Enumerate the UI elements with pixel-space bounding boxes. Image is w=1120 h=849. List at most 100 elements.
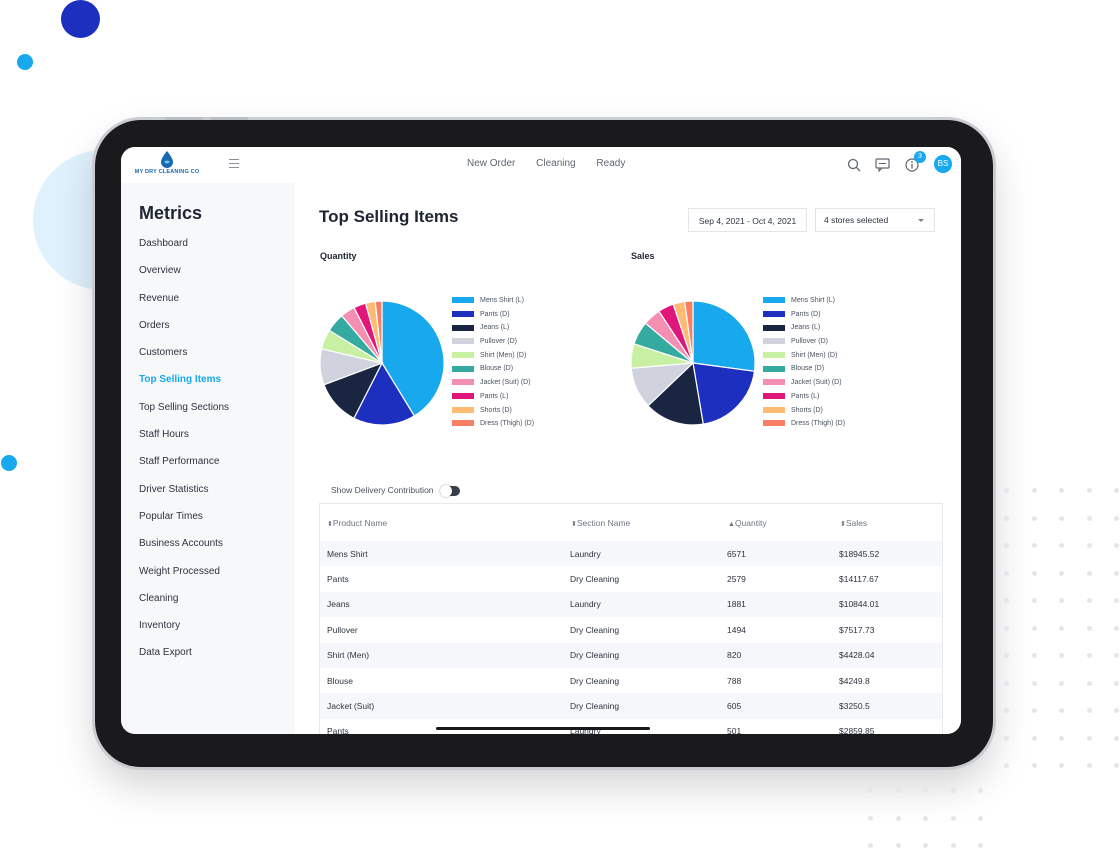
table-cell: 820 — [727, 650, 742, 661]
legend-item[interactable]: Pullover (D) — [763, 338, 845, 352]
grid-dot — [1031, 570, 1037, 576]
legend-label: Shirt (Men) (D) — [791, 351, 838, 359]
table-row[interactable]: Pants Laundry 501 $2859.85 — [320, 719, 942, 734]
menu-icon[interactable] — [229, 159, 239, 171]
sales-pie-chart — [630, 300, 756, 426]
pie-slice-pants-d[interactable] — [692, 362, 756, 425]
delivery-contribution-toggle[interactable] — [439, 484, 460, 497]
pie-slice-dress-thigh-d[interactable] — [683, 300, 694, 364]
legend-item[interactable]: Jacket (Suit) (D) — [452, 379, 534, 393]
header-sales[interactable]: ⬍Sales — [840, 517, 868, 528]
legend-item[interactable]: Dress (Thigh) (D) — [763, 420, 845, 434]
grid-dot — [1114, 708, 1119, 713]
sidebar-item-business-accounts[interactable]: Business Accounts — [139, 538, 223, 550]
page-title: Top Selling Items — [319, 207, 459, 226]
pie-slice-dress-thigh-d[interactable] — [374, 300, 383, 364]
legend-swatch — [452, 324, 474, 331]
pie-slice-jeans-l[interactable] — [647, 361, 704, 426]
info-icon[interactable] — [905, 158, 919, 172]
grid-dot — [1004, 598, 1009, 603]
sidebar-item-top-selling-sections[interactable]: Top Selling Sections — [139, 401, 230, 413]
sidebar-item-customers[interactable]: Customers — [139, 347, 188, 359]
legend-item[interactable]: Pants (D) — [452, 311, 534, 325]
sidebar-item-overview[interactable]: Overview — [139, 265, 181, 277]
grid-dot — [1059, 763, 1064, 768]
table-row[interactable]: Blouse Dry Cleaning 788 $4249.8 — [320, 668, 942, 693]
legend-item[interactable]: Jeans (L) — [763, 324, 845, 338]
table-cell: Pants — [327, 574, 349, 585]
table-cell: 2579 — [727, 574, 746, 585]
sidebar-item-revenue[interactable]: Revenue — [139, 292, 180, 304]
search-icon[interactable] — [847, 158, 861, 172]
pie-slice-mens-shirt-l[interactable] — [692, 300, 756, 372]
legend-item[interactable]: Blouse (D) — [452, 365, 534, 379]
legend-label: Jeans (L) — [480, 324, 510, 332]
pie-slice-mens-shirt-l[interactable] — [381, 300, 445, 417]
sidebar-item-driver-statistics[interactable]: Driver Statistics — [139, 483, 209, 495]
table-row[interactable]: Shirt (Men) Dry Cleaning 820 $4428.04 — [320, 642, 942, 668]
table-row[interactable]: Pants Dry Cleaning 2579 $14117.67 — [320, 566, 942, 591]
table-row[interactable]: Jeans Laundry 1881 $10844.01 — [320, 591, 942, 618]
legend-item[interactable]: Mens Shirt (L) — [763, 297, 845, 311]
legend-item[interactable]: Mens Shirt (L) — [452, 297, 534, 311]
legend-item[interactable]: Dress (Thigh) (D) — [452, 420, 534, 434]
nav-ready[interactable]: Ready — [596, 158, 626, 169]
header-product-name[interactable]: ⬍Product Name — [327, 517, 388, 528]
legend-item[interactable]: Jacket (Suit) (D) — [763, 379, 845, 393]
pie-slice-pants-d[interactable] — [353, 361, 416, 426]
sidebar-item-dashboard[interactable]: Dashboard — [139, 238, 188, 249]
sidebar-item-data-export[interactable]: Data Export — [139, 647, 192, 659]
store-select-value: 4 stores selected — [824, 215, 889, 225]
legend-item[interactable]: Shirt (Men) (D) — [763, 352, 845, 366]
legend-item[interactable]: Shorts (D) — [763, 407, 845, 421]
legend-swatch — [452, 365, 474, 372]
sidebar-item-top-selling-items[interactable]: Top Selling Items — [139, 374, 222, 386]
grid-dot — [1086, 680, 1092, 686]
top-items-table: ⬍Product Name ⬍Section Name ▲Quantity ⬍S… — [319, 503, 943, 734]
legend-item[interactable]: Pants (L) — [452, 393, 534, 407]
sidebar-item-staff-performance[interactable]: Staff Performance — [139, 456, 220, 468]
nav-new-order[interactable]: New Order — [467, 158, 516, 169]
legend-item[interactable]: Pullover (D) — [452, 338, 534, 352]
sidebar-item-orders[interactable]: Orders — [139, 319, 170, 331]
sort-asc-icon: ▲ — [728, 520, 735, 528]
legend-swatch — [763, 379, 785, 386]
legend-swatch — [452, 406, 474, 413]
sidebar-item-inventory[interactable]: Inventory — [139, 620, 181, 632]
sidebar-item-cleaning[interactable]: Cleaning — [139, 592, 179, 604]
legend-item[interactable]: Jeans (L) — [452, 324, 534, 338]
grid-dot — [1059, 653, 1064, 658]
legend-item[interactable]: Pants (D) — [763, 311, 845, 325]
table-row[interactable]: Jacket (Suit) Dry Cleaning 605 $3250.5 — [320, 693, 942, 719]
table-cell: Pants — [327, 726, 349, 734]
legend-item[interactable]: Shirt (Men) (D) — [452, 352, 534, 366]
sidebar-item-popular-times[interactable]: Popular Times — [139, 510, 203, 522]
legend-label: Mens Shirt (L) — [791, 297, 835, 304]
nav-cleaning[interactable]: Cleaning — [536, 158, 576, 169]
date-range-picker[interactable]: Sep 4, 2021 - Oct 4, 2021 — [688, 208, 807, 232]
grid-dot — [1086, 708, 1092, 713]
header-section-name[interactable]: ⬍Section Name — [571, 517, 631, 528]
grid-dot — [1086, 735, 1092, 741]
table-cell: 788 — [727, 675, 742, 686]
header-quantity[interactable]: ▲Quantity — [728, 517, 767, 528]
legend-item[interactable]: Pants (L) — [763, 393, 845, 407]
avatar[interactable]: BS — [934, 155, 952, 173]
grid-dot — [895, 788, 901, 793]
app-logo[interactable]: MY DRY CLEANING CO — [133, 151, 201, 175]
legend-item[interactable]: Shorts (D) — [452, 407, 534, 421]
table-row[interactable]: Pullover Dry Cleaning 1494 $7517.73 — [320, 617, 942, 642]
store-select[interactable]: 4 stores selected — [815, 208, 935, 232]
sidebar-item-weight-processed[interactable]: Weight Processed — [139, 565, 220, 577]
table-cell: $3250.5 — [839, 701, 870, 712]
table-row[interactable]: Mens Shirt Laundry 6571 $18945.52 — [320, 541, 942, 567]
grid-dot — [1031, 488, 1037, 493]
grid-dot — [1086, 515, 1092, 521]
sidebar-item-staff-hours[interactable]: Staff Hours — [139, 429, 189, 441]
grid-dot — [1031, 625, 1037, 631]
chat-icon[interactable] — [875, 158, 890, 172]
grid-dot — [895, 843, 901, 848]
grid-dot — [1031, 680, 1037, 686]
legend-item[interactable]: Blouse (D) — [763, 365, 845, 379]
grid-dot — [1031, 598, 1037, 603]
